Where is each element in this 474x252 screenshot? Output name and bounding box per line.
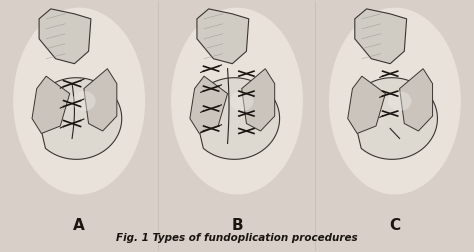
Polygon shape — [355, 9, 407, 64]
Polygon shape — [35, 78, 122, 159]
Polygon shape — [197, 9, 249, 64]
Text: C: C — [389, 218, 401, 233]
Polygon shape — [32, 76, 70, 134]
Polygon shape — [190, 76, 228, 134]
Text: Fig. 1 Types of fundoplication procedures: Fig. 1 Types of fundoplication procedure… — [116, 233, 358, 243]
Text: A: A — [73, 218, 85, 233]
Ellipse shape — [388, 91, 411, 111]
Polygon shape — [192, 78, 280, 159]
Polygon shape — [348, 76, 385, 134]
Ellipse shape — [72, 91, 96, 111]
Ellipse shape — [13, 8, 145, 195]
Ellipse shape — [329, 8, 461, 195]
Ellipse shape — [230, 91, 254, 111]
Polygon shape — [39, 9, 91, 64]
Polygon shape — [242, 69, 275, 131]
Ellipse shape — [171, 8, 303, 195]
Polygon shape — [84, 69, 117, 131]
Text: B: B — [231, 218, 243, 233]
Polygon shape — [400, 69, 433, 131]
Polygon shape — [350, 78, 438, 159]
